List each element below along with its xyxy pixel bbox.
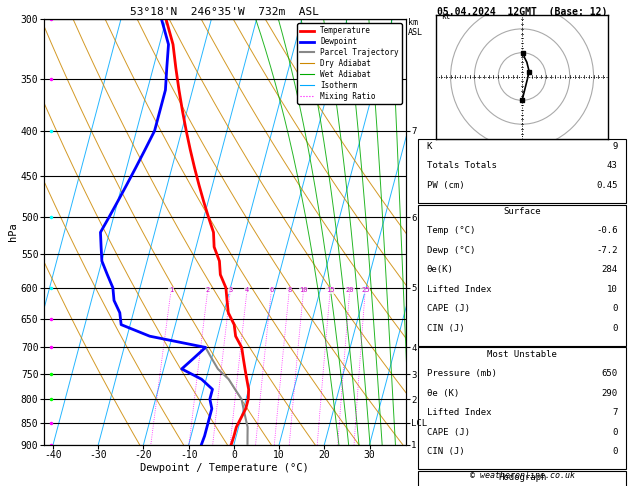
Legend: Temperature, Dewpoint, Parcel Trajectory, Dry Adiabat, Wet Adiabat, Isotherm, Mi: Temperature, Dewpoint, Parcel Trajectory… xyxy=(298,23,402,104)
Text: 284: 284 xyxy=(601,265,618,275)
Text: 43: 43 xyxy=(607,161,618,171)
Text: 1: 1 xyxy=(169,287,173,294)
Text: CAPE (J): CAPE (J) xyxy=(426,428,470,437)
Text: Totals Totals: Totals Totals xyxy=(426,161,496,171)
Text: 9: 9 xyxy=(612,142,618,151)
Text: Pressure (mb): Pressure (mb) xyxy=(426,369,496,379)
X-axis label: Dewpoint / Temperature (°C): Dewpoint / Temperature (°C) xyxy=(140,463,309,473)
Y-axis label: hPa: hPa xyxy=(8,223,18,242)
Text: Surface: Surface xyxy=(503,207,541,216)
Text: Temp (°C): Temp (°C) xyxy=(426,226,475,236)
Title: 53°18'N  246°35'W  732m  ASL: 53°18'N 246°35'W 732m ASL xyxy=(130,7,320,17)
Text: Dewp (°C): Dewp (°C) xyxy=(426,246,475,255)
Text: 0.45: 0.45 xyxy=(596,181,618,190)
Bar xyxy=(418,347,626,469)
Text: θe(K): θe(K) xyxy=(426,265,454,275)
Text: 8: 8 xyxy=(287,287,291,294)
Text: CIN (J): CIN (J) xyxy=(426,324,464,333)
Text: 0: 0 xyxy=(612,304,618,313)
Text: K: K xyxy=(426,142,432,151)
Text: 650: 650 xyxy=(601,369,618,379)
Text: 6: 6 xyxy=(269,287,274,294)
Bar xyxy=(418,471,626,486)
Text: 20: 20 xyxy=(345,287,354,294)
Text: 0: 0 xyxy=(612,447,618,456)
Text: 10: 10 xyxy=(607,285,618,294)
Text: 0: 0 xyxy=(612,324,618,333)
Text: Most Unstable: Most Unstable xyxy=(487,350,557,359)
Text: 0: 0 xyxy=(612,428,618,437)
Text: θe (K): θe (K) xyxy=(426,389,459,398)
Text: Lifted Index: Lifted Index xyxy=(426,285,491,294)
Text: 7: 7 xyxy=(612,408,618,417)
Bar xyxy=(418,205,626,346)
Text: © weatheronline.co.uk: © weatheronline.co.uk xyxy=(470,471,574,480)
Text: 4: 4 xyxy=(245,287,249,294)
Text: CAPE (J): CAPE (J) xyxy=(426,304,470,313)
Text: 10: 10 xyxy=(299,287,308,294)
Text: -0.6: -0.6 xyxy=(596,226,618,236)
Text: CIN (J): CIN (J) xyxy=(426,447,464,456)
Text: 05.04.2024  12GMT  (Base: 12): 05.04.2024 12GMT (Base: 12) xyxy=(437,7,607,17)
Text: Hodograph: Hodograph xyxy=(498,473,546,483)
Text: 290: 290 xyxy=(601,389,618,398)
Text: km
ASL: km ASL xyxy=(408,18,423,36)
Text: PW (cm): PW (cm) xyxy=(426,181,464,190)
Text: -7.2: -7.2 xyxy=(596,246,618,255)
Text: Lifted Index: Lifted Index xyxy=(426,408,491,417)
Bar xyxy=(418,139,626,203)
Text: 15: 15 xyxy=(326,287,335,294)
Text: 25: 25 xyxy=(361,287,369,294)
Text: 2: 2 xyxy=(206,287,210,294)
Text: 3: 3 xyxy=(228,287,233,294)
